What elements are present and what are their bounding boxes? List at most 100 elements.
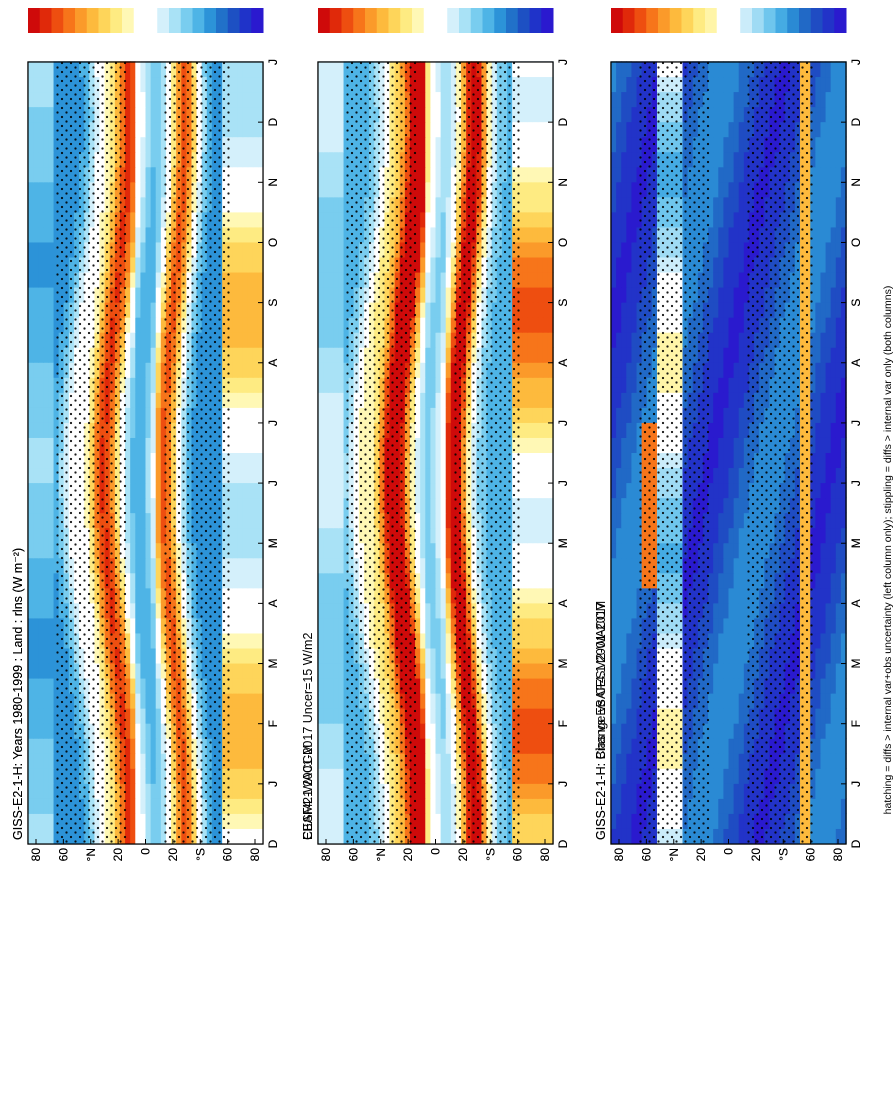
heatmap-cell [48,106,55,123]
heatmap-cell [48,738,55,754]
heatmap-cell [135,166,141,183]
heatmap-cell [252,452,259,469]
heatmap-cell [130,437,136,453]
heatmap-cell [247,61,254,78]
heatmap-cell [252,828,259,844]
heatmap-cell [247,512,254,529]
heatmap-cell [130,813,136,829]
heatmap-cell [33,76,39,93]
heatmap-cell [48,377,55,393]
heatmap-cell [252,768,259,784]
heatmap-cell [130,542,136,559]
colorbar-p12 [28,8,264,33]
heatmap-cell [140,286,147,303]
heatmap-cell [247,452,254,469]
heatmap-cell [237,452,244,469]
heatmap-cell [28,347,34,363]
heatmap-cell [232,542,239,559]
heatmap-cell [48,151,55,168]
heatmap-cell [155,407,162,423]
heatmap-cell [232,768,239,784]
heatmap-cell [150,392,157,408]
heatmap-cell [232,617,239,634]
heatmap-cell [48,452,55,469]
heatmap-cell [252,482,259,499]
heatmap-cell [48,196,55,213]
heatmap-cell [237,753,244,769]
heatmap-cell [150,482,157,499]
heatmap-cell [33,91,39,108]
heatmap-cell [252,256,259,273]
heatmap-cell [43,783,50,799]
heatmap-cell [237,527,244,544]
x-tick-label: M [266,659,280,669]
heatmap-cell [140,798,147,814]
heatmap-cell [247,557,254,574]
heatmap-cell [43,271,50,288]
heatmap-cell [130,61,136,78]
heatmap-cell [247,828,254,844]
heatmap-cell [237,256,244,273]
heatmap-cell [150,226,157,243]
heatmap-cell [130,392,136,408]
heatmap-cell [140,211,147,228]
heatmap-cell [150,407,157,423]
heatmap-cell [135,317,141,333]
heatmap-cell [135,437,141,453]
heatmap-cell [33,662,39,679]
heatmap-cell [232,512,239,529]
heatmap-cell [242,422,249,438]
heatmap-cell [140,106,147,123]
heatmap-cell [247,768,254,784]
heatmap-cell [28,211,34,228]
heatmap-cell [28,61,34,78]
heatmap-cell [232,497,239,514]
heatmap-cell [150,76,157,93]
heatmap-cell [150,662,157,679]
heatmap-cell [232,813,239,829]
heatmap-cell [150,151,157,168]
heatmap-cell [145,632,152,649]
colorbar-swatch [63,8,76,33]
x-tick-label: J [266,781,280,787]
y-tick-label: 0 [139,848,153,855]
heatmap-cell [232,196,239,213]
heatmap-cell [135,407,141,423]
heatmap-cell [252,392,259,408]
heatmap-cell [43,482,50,499]
heatmap-cell [150,512,157,529]
heatmap-cell [242,181,249,198]
heatmap-cell [28,617,34,634]
x-tick-label: J [266,420,280,426]
heatmap-cell [43,377,50,393]
heatmap-cell [237,798,244,814]
heatmap-cell [48,76,55,93]
heatmap-cell [140,723,147,739]
heatmap-cell [237,768,244,784]
heatmap-cell [130,677,136,694]
heatmap-cell [48,662,55,679]
heatmap-cell [155,211,162,228]
heatmap-cell [155,467,162,484]
heatmap-cell [38,482,44,499]
heatmap-cell [28,677,34,694]
heatmap-cell [48,693,55,709]
heatmap-cell [38,256,44,273]
heatmap-cell [150,467,157,484]
heatmap-cell [43,256,50,273]
heatmap-cell [247,392,254,408]
heatmap-cell [232,121,239,138]
heatmap-cell [33,497,39,514]
heatmap-cell [33,286,39,303]
heatmap-cell [130,226,136,243]
heatmap-cell [252,647,259,664]
heatmap-cell [232,211,239,228]
heatmap-cell [247,798,254,814]
heatmap-cell [247,467,254,484]
heatmap-cell [33,61,39,78]
heatmap-cell [242,271,249,288]
heatmap-cell [135,738,141,754]
heatmap-cell [145,617,152,634]
heatmap-cell [145,738,152,754]
heatmap-cell [237,271,244,288]
